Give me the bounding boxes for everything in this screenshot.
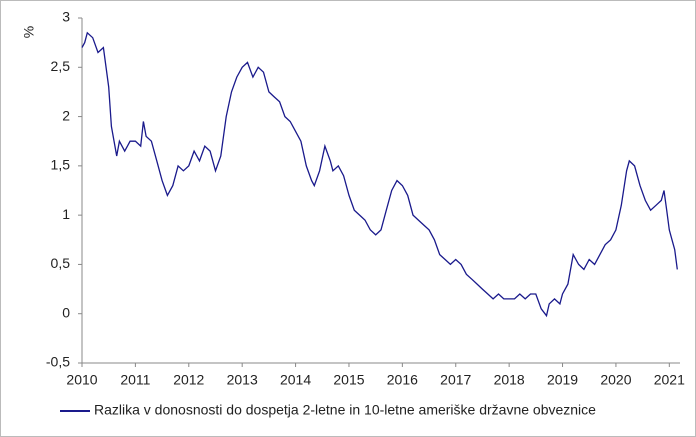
x-tick-label: 2012 [173,372,204,388]
y-tick-label: 3 [62,9,70,25]
y-tick-label: 2,5 [51,58,71,74]
x-tick-label: 2013 [227,372,258,388]
line-series [81,31,678,318]
y-tick-label: 0,5 [51,255,71,271]
x-tick-label: 2020 [600,372,631,388]
legend-label: Razlika v donosnosti do dospetja 2-letne… [94,402,596,418]
y-tick-label: 1,5 [51,157,71,173]
x-tick-label: 2021 [654,372,685,388]
y-tick-label: 2 [62,107,70,123]
x-tick-label: 2011 [120,372,150,388]
x-tick-label: 2018 [494,372,525,388]
x-tick-label: 2017 [440,372,471,388]
x-tick-label: 2015 [333,372,364,388]
y-tick-label: 0 [62,304,70,320]
x-tick-label: 2010 [66,372,97,388]
x-tick-label: 2019 [547,372,578,388]
y-tick-label: -0,5 [46,354,70,370]
x-tick-label: 2014 [280,372,311,388]
y-axis-label: % [21,26,37,38]
y-tick-label: 1 [62,206,70,222]
x-tick-label: 2016 [387,372,418,388]
